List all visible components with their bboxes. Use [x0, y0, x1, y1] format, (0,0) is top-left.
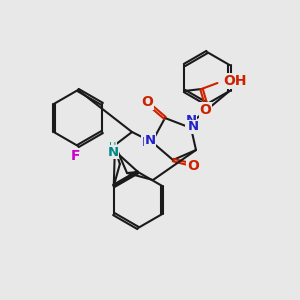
Text: O: O [141, 95, 153, 109]
Text: O: O [187, 159, 199, 173]
Text: N: N [185, 115, 197, 128]
Text: N: N [141, 136, 153, 148]
Text: F: F [71, 149, 81, 163]
Text: H: H [109, 142, 117, 152]
Text: N: N [107, 146, 118, 158]
Text: N: N [188, 121, 199, 134]
Text: OH: OH [224, 74, 247, 88]
Text: N: N [144, 134, 156, 146]
Text: O: O [200, 103, 211, 117]
